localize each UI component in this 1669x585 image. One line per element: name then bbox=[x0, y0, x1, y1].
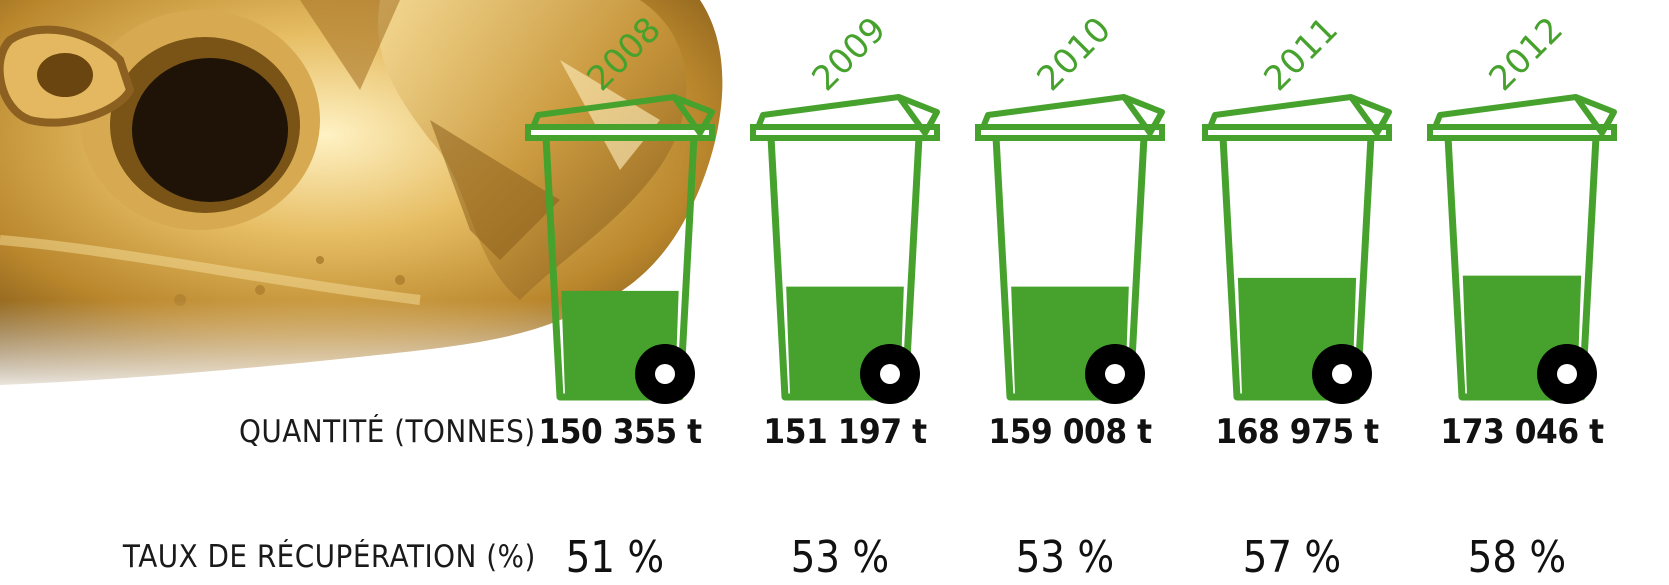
year-label-2011: 2011 bbox=[1256, 9, 1345, 98]
bin-2008: 2008 bbox=[525, 9, 715, 404]
bin-hinge-2012 bbox=[1573, 95, 1617, 136]
bin-body-2009 bbox=[767, 136, 923, 401]
bin-rim-2009 bbox=[750, 124, 940, 141]
quantity-value-2012: 173 046 t bbox=[1440, 412, 1604, 452]
quantity-value-2008: 150 355 t bbox=[538, 412, 702, 452]
bin-2011: 2011 bbox=[1202, 9, 1392, 404]
bin-body-2011 bbox=[1219, 136, 1375, 401]
bin-hinge-2011 bbox=[1348, 95, 1392, 136]
wheel-hub-2012 bbox=[1557, 364, 1577, 384]
rate-value-2009: 53 % bbox=[790, 532, 890, 583]
bin-rim-2012 bbox=[1427, 124, 1617, 141]
bin-body-2012 bbox=[1444, 136, 1600, 401]
wheel-hub-2008 bbox=[655, 364, 675, 384]
bin-body-2010 bbox=[992, 136, 1148, 401]
year-label-2008: 2008 bbox=[579, 9, 668, 98]
bin-hinge-2008 bbox=[671, 95, 715, 136]
bin-hinge-2010 bbox=[1121, 95, 1165, 136]
rate-row-label: TAUX DE RÉCUPÉRATION (%) bbox=[123, 539, 536, 575]
wheel-hub-2009 bbox=[880, 364, 900, 384]
bin-2009: 2009 bbox=[750, 9, 940, 404]
wheel-hub-2010 bbox=[1105, 364, 1125, 384]
rate-value-2008: 51 % bbox=[565, 532, 665, 583]
rate-value-2010: 53 % bbox=[1015, 532, 1115, 583]
bin-rim-2010 bbox=[975, 124, 1165, 141]
bin-hinge-2009 bbox=[896, 95, 940, 136]
year-label-2009: 2009 bbox=[804, 9, 893, 98]
rate-value-2011: 57 % bbox=[1242, 532, 1342, 583]
year-label-2012: 2012 bbox=[1481, 9, 1570, 98]
bin-body-2008 bbox=[542, 136, 698, 401]
wheel-hub-2011 bbox=[1332, 364, 1352, 384]
quantity-value-2011: 168 975 t bbox=[1215, 412, 1379, 452]
crushed-can-image bbox=[0, 0, 760, 400]
rate-value-2012: 58 % bbox=[1467, 532, 1567, 583]
year-label-2010: 2010 bbox=[1029, 9, 1118, 98]
quantity-row-label: QUANTITÉ (TONNES) bbox=[239, 414, 536, 450]
bin-2010: 2010 bbox=[975, 9, 1165, 404]
bin-rim-2008 bbox=[525, 124, 715, 141]
bin-rim-2011 bbox=[1202, 124, 1392, 141]
quantity-value-2010: 159 008 t bbox=[988, 412, 1152, 452]
quantity-value-2009: 151 197 t bbox=[763, 412, 927, 452]
bin-2012: 2012 bbox=[1427, 9, 1617, 404]
